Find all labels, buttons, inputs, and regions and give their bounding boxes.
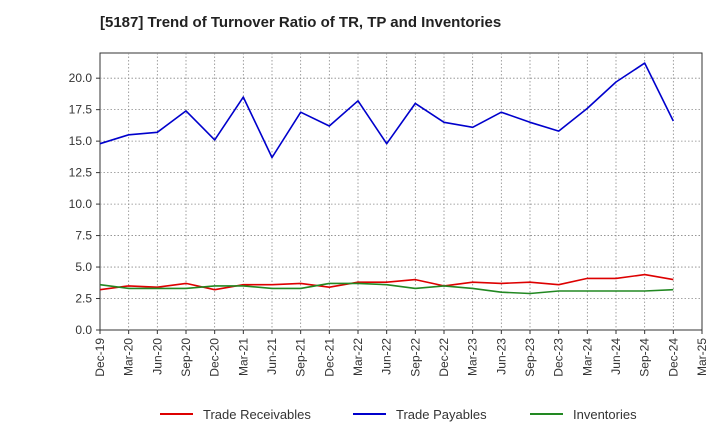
x-tick-label: Dec-21	[322, 338, 336, 377]
y-tick-label: 17.5	[69, 103, 93, 117]
legend-label: Inventories	[573, 407, 637, 422]
x-tick-label: Mar-21	[236, 338, 250, 376]
x-tick-label: Mar-22	[351, 338, 365, 376]
x-tick-label: Sep-23	[523, 338, 537, 377]
x-tick-label: Dec-23	[552, 338, 566, 377]
chart-title: [5187] Trend of Turnover Ratio of TR, TP…	[100, 14, 502, 31]
plot-area	[99, 52, 703, 331]
x-tick-label: Jun-21	[265, 338, 279, 375]
x-tick-label: Jun-23	[494, 338, 508, 375]
series-line-inventories	[99, 282, 674, 295]
y-tick-label: 15.0	[69, 134, 93, 148]
x-tick-label: Sep-21	[294, 338, 308, 377]
y-tick-label: 0.0	[75, 323, 92, 337]
y-tick-label: 10.0	[69, 197, 93, 211]
y-tick-label: 12.5	[69, 166, 93, 180]
x-tick-label: Mar-25	[695, 338, 709, 376]
y-tick-label: 20.0	[69, 71, 93, 85]
x-tick-label: Dec-19	[93, 338, 107, 377]
x-tick-label: Mar-24	[580, 338, 594, 376]
legend-label: Trade Receivables	[203, 407, 311, 422]
y-tick-label: 2.5	[75, 292, 92, 306]
series-line-trade-receivables	[99, 273, 674, 291]
x-tick-label: Mar-20	[122, 338, 136, 376]
x-tick-label: Jun-22	[380, 338, 394, 375]
x-tick-label: Jun-20	[150, 338, 164, 375]
legend-label: Trade Payables	[396, 407, 487, 422]
x-tick-label: Dec-24	[666, 338, 680, 377]
x-tick-label: Mar-23	[466, 338, 480, 376]
x-tick-label: Jun-24	[609, 338, 623, 375]
x-tick-label: Dec-20	[208, 338, 222, 377]
series-line-trade-payables	[99, 62, 675, 159]
y-tick-label: 7.5	[75, 229, 92, 243]
x-tick-label: Dec-22	[437, 338, 451, 377]
y-tick-label: 5.0	[75, 260, 92, 274]
x-tick-label: Sep-24	[638, 338, 652, 377]
x-tick-label: Sep-20	[179, 338, 193, 377]
x-tick-label: Sep-22	[408, 338, 422, 377]
